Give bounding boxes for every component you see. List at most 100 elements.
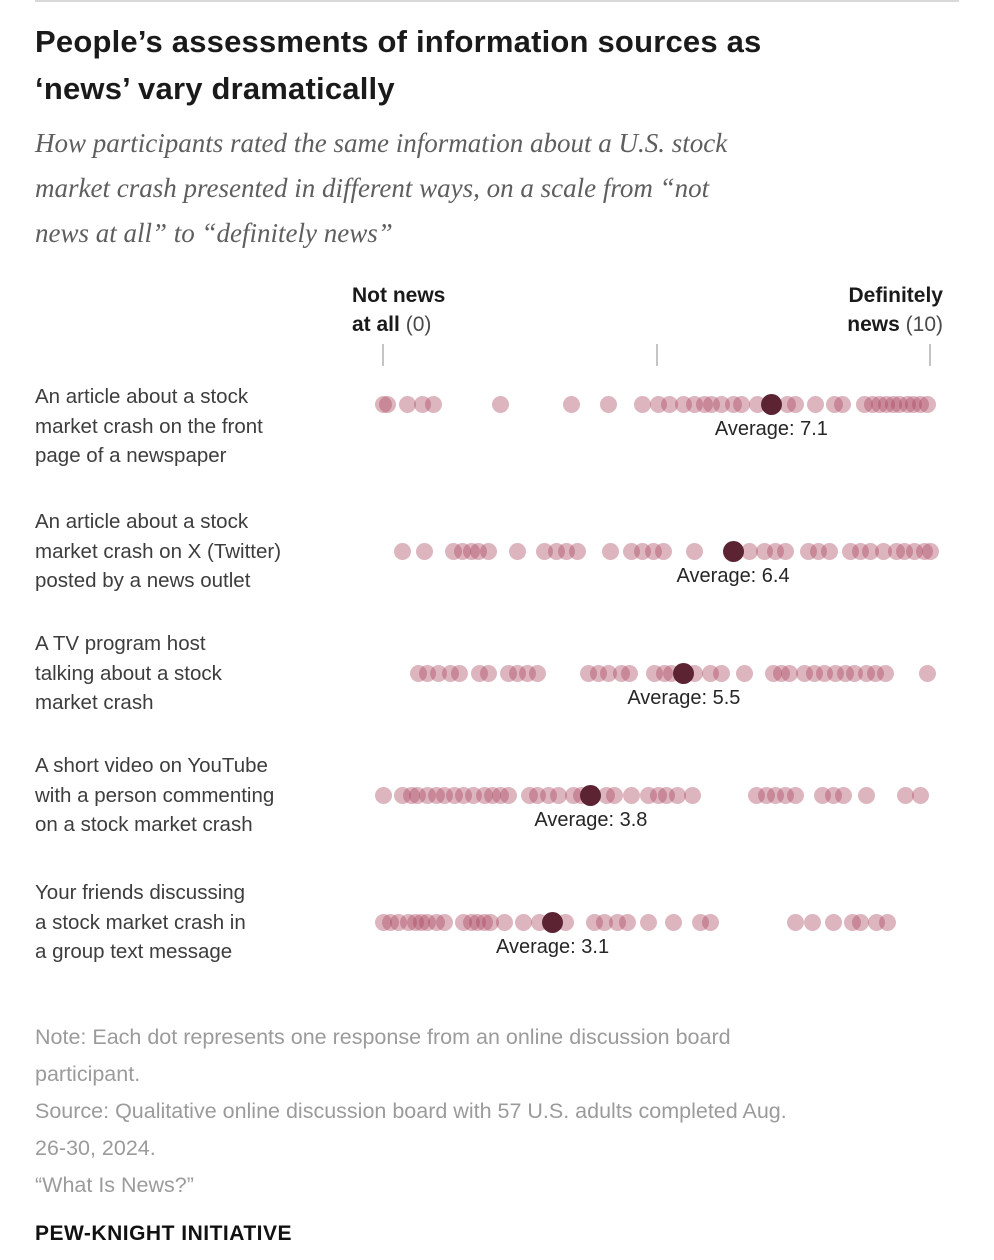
response-dot <box>868 913 886 931</box>
note-text: Note: Each dot represents one response f… <box>35 1025 731 1086</box>
response-dot <box>766 542 784 560</box>
response-dot <box>777 786 795 804</box>
response-dot <box>444 542 462 560</box>
brand-wordmark: PEW-KNIGHT INITIATIVE <box>35 1222 293 1245</box>
response-dot <box>424 395 442 413</box>
response-dot <box>683 786 701 804</box>
category-label: Your friends discussing a stock market c… <box>35 881 246 963</box>
response-dot <box>563 395 581 413</box>
response-dot <box>508 542 526 560</box>
response-dot <box>639 913 657 931</box>
response-dot <box>621 664 639 682</box>
response-dot <box>800 542 818 560</box>
response-dot <box>825 786 843 804</box>
response-dot <box>399 395 417 413</box>
response-dot <box>645 664 663 682</box>
response-dot <box>463 913 481 931</box>
response-dot <box>816 664 834 682</box>
response-dot <box>664 913 682 931</box>
response-dot <box>875 542 892 560</box>
response-dot <box>568 542 586 560</box>
response-dot <box>600 395 618 413</box>
response-dot <box>446 786 464 804</box>
response-dot <box>650 395 668 413</box>
response-dot <box>871 395 889 413</box>
response-dot <box>500 664 518 682</box>
response-dot <box>492 786 510 804</box>
response-dot <box>878 913 896 931</box>
response-dot <box>740 542 758 560</box>
response-dot <box>772 664 790 682</box>
chart-subtitle: How participants rated the same informat… <box>35 128 728 248</box>
response-dot <box>660 395 678 413</box>
response-dot <box>712 395 730 413</box>
response-dot <box>402 786 420 804</box>
average-dot <box>580 784 602 806</box>
response-dot <box>656 664 674 682</box>
response-dot <box>455 786 473 804</box>
response-dot <box>702 395 720 413</box>
response-dot <box>608 913 626 931</box>
response-dot <box>658 786 676 804</box>
response-dot <box>781 664 799 682</box>
axis-max-bold-line1: Definitely <box>848 284 943 307</box>
response-dot <box>654 542 672 560</box>
response-dot <box>866 664 884 682</box>
response-dot <box>481 913 499 931</box>
average-label: Average: 7.1 <box>714 418 828 440</box>
response-dot <box>748 786 766 804</box>
response-dot <box>471 664 489 682</box>
response-dot <box>702 913 720 931</box>
category-label: An article about a stock market crash on… <box>35 385 263 467</box>
response-dot <box>378 395 396 413</box>
response-dot <box>450 664 468 682</box>
average-label: Average: 3.8 <box>534 809 648 831</box>
response-dot <box>645 542 663 560</box>
response-dot <box>535 542 553 560</box>
response-dot <box>515 913 533 931</box>
response-dot <box>374 395 392 413</box>
category-label: A TV program host talking about a stock … <box>35 632 222 714</box>
axis-tick <box>655 344 658 366</box>
response-dot <box>633 395 651 413</box>
response-dot <box>596 913 614 931</box>
response-dot <box>725 395 743 413</box>
response-dot <box>843 913 861 931</box>
response-dot <box>911 395 929 413</box>
axis-label-min: Not news at all (0) <box>352 281 445 339</box>
axis-label-max: Definitely news (10) <box>847 281 943 339</box>
response-dot <box>412 913 430 931</box>
response-dot <box>483 786 501 804</box>
response-dot <box>675 395 693 413</box>
report-title-text: “What Is News?” <box>35 1173 194 1197</box>
response-dot <box>619 913 636 931</box>
response-dot <box>787 786 805 804</box>
response-dot <box>733 395 751 413</box>
response-dot <box>887 542 905 560</box>
response-dot <box>884 395 902 413</box>
average-dot <box>542 911 564 933</box>
response-dot <box>825 395 843 413</box>
response-dot <box>897 786 915 804</box>
response-dot <box>550 786 568 804</box>
top-divider <box>35 0 959 2</box>
axis-tick <box>929 344 931 366</box>
response-dot <box>858 664 876 682</box>
response-dot <box>419 664 437 682</box>
response-dot <box>891 395 909 413</box>
response-dot <box>590 664 608 682</box>
response-dot <box>918 664 936 682</box>
response-dot <box>846 664 863 682</box>
response-dot <box>393 542 411 560</box>
response-dot <box>877 395 895 413</box>
axis-min-bold-line1: Not news <box>352 284 446 307</box>
axis-max-value: (10) <box>905 313 943 336</box>
response-dot <box>465 786 483 804</box>
response-dot <box>814 786 832 804</box>
axis-min-value: (0) <box>405 313 432 336</box>
response-dot <box>895 542 913 560</box>
response-dot <box>826 664 844 682</box>
average-dot <box>760 393 782 415</box>
response-dot <box>500 786 518 804</box>
